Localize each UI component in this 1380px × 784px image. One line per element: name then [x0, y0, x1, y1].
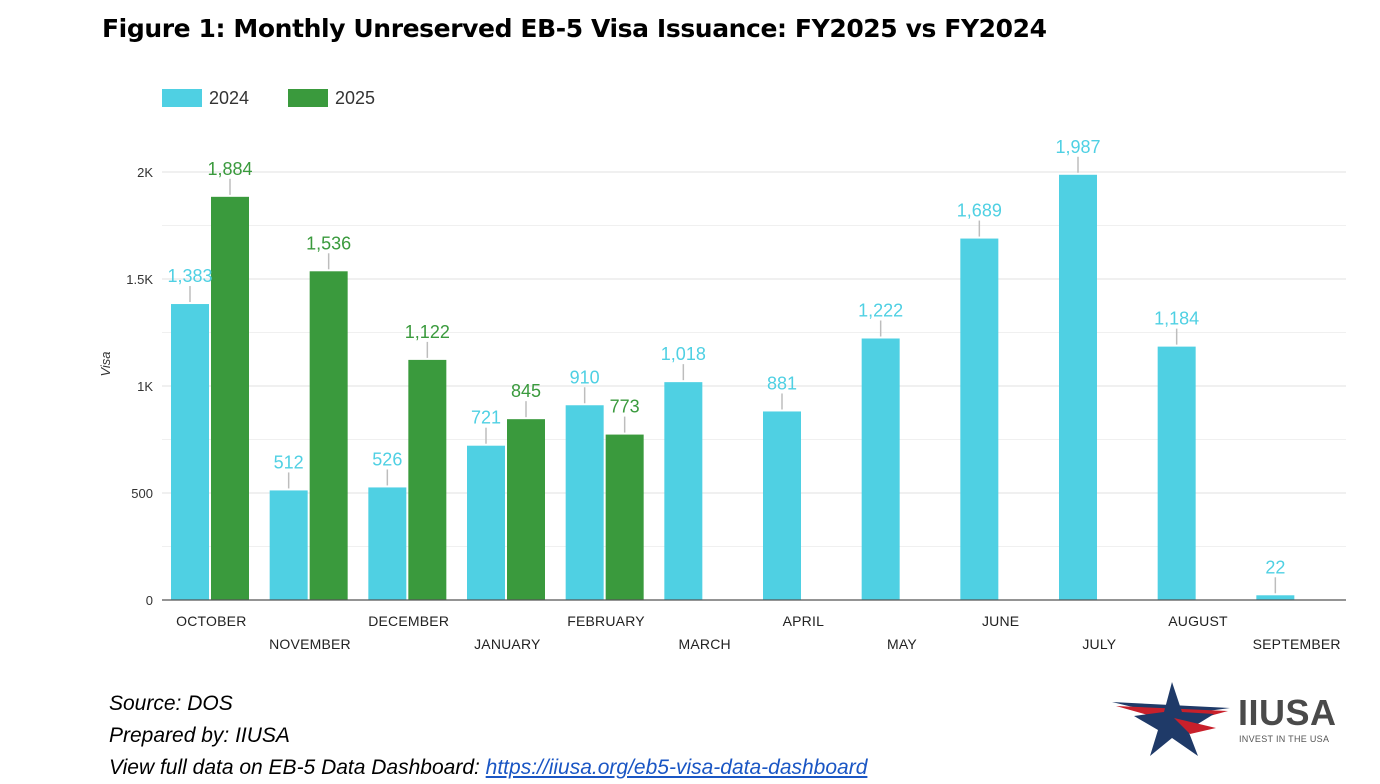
data-label-2024-january: 721: [471, 408, 501, 428]
data-label-2024-december: 526: [372, 449, 402, 469]
prepared-by-note: Prepared by: IIUSA: [109, 724, 290, 747]
bar-2024-june: [960, 238, 999, 600]
chart-legend: 2024 2025: [162, 88, 375, 108]
x-tick-december: DECEMBER: [368, 613, 449, 629]
x-tick-june: JUNE: [982, 613, 1019, 629]
data-label-2025-november: 1,536: [306, 233, 351, 253]
x-tick-april: APRIL: [783, 613, 824, 629]
y-tick-label: 2K: [137, 165, 153, 180]
bar-2024-december: [368, 487, 407, 600]
data-label-2024-march: 1,018: [661, 344, 706, 364]
data-label-2024-june: 1,689: [957, 201, 1002, 221]
data-label-2024-september: 22: [1265, 557, 1285, 577]
x-tick-september: SEPTEMBER: [1253, 636, 1341, 652]
dashboard-note: View full data on EB-5 Data Dashboard: h…: [109, 752, 867, 784]
dashboard-link[interactable]: https://iiusa.org/eb5-visa-data-dashboar…: [485, 756, 868, 779]
logo-tagline: INVEST IN THE USA: [1239, 734, 1330, 744]
x-tick-january: JANUARY: [474, 636, 541, 652]
y-axis-label: Visa: [98, 351, 113, 376]
bar-2025-december: [408, 359, 447, 600]
data-label-2025-january: 845: [511, 381, 541, 401]
data-label-2024-august: 1,184: [1154, 309, 1199, 329]
data-label-2024-february: 910: [570, 367, 600, 387]
chart-footer: Source: DOS Prepared by: IIUSA View full…: [109, 688, 867, 784]
bar-2025-january: [507, 419, 545, 600]
bar-2024-january: [467, 445, 505, 600]
bar-chart: 2024 2025 0 500 1K 1.5K 2K Visa 1,383 1,884 512…: [98, 88, 1346, 652]
bar-2024-november: [269, 490, 308, 600]
legend-label-2024: 2024: [209, 88, 249, 108]
bar-2025-november: [309, 271, 348, 600]
x-tick-march: MARCH: [678, 636, 730, 652]
chart-gridlines: [162, 171, 1346, 547]
bar-2025-february: [605, 434, 644, 600]
bar-2024-september: [1256, 595, 1295, 600]
y-tick-label: 1K: [137, 379, 153, 394]
x-tick-october: OCTOBER: [176, 613, 246, 629]
y-tick-label: 0: [146, 593, 153, 608]
chart-bars: [171, 174, 1295, 601]
x-tick-may: MAY: [887, 636, 917, 652]
data-label-2024-april: 881: [767, 373, 797, 393]
data-label-2025-february: 773: [610, 397, 640, 417]
data-label-2025-october: 1,884: [207, 159, 252, 179]
y-tick-label: 1.5K: [126, 272, 153, 287]
data-labels: 1,383 1,884 512 1,536 526 1,122 721 845 910 773 1,…: [167, 137, 1285, 594]
bar-2025-october: [211, 196, 249, 600]
x-tick-february: FEBRUARY: [567, 613, 645, 629]
bar-2024-august: [1157, 346, 1196, 600]
x-axis-labels: OCTOBER NOVEMBER DECEMBER JANUARY FEBRUARY MA…: [176, 613, 1341, 652]
data-label-2024-may: 1,222: [858, 300, 903, 320]
bar-2024-may: [861, 338, 900, 600]
bar-2024-february: [565, 405, 604, 600]
bar-2024-october: [171, 304, 209, 600]
data-label-2025-december: 1,122: [405, 322, 450, 342]
legend-swatch-2024: [162, 89, 202, 107]
y-axis-ticks: 0 500 1K 1.5K 2K: [126, 165, 153, 608]
legend-label-2025: 2025: [335, 88, 375, 108]
dashboard-prefix: View full data on EB-5 Data Dashboard:: [109, 756, 486, 779]
data-label-2024-october: 1,383: [167, 266, 212, 286]
y-tick-label: 500: [131, 486, 153, 501]
chart-title: Figure 1: Monthly Unreserved EB-5 Visa I…: [102, 14, 1047, 43]
data-label-2024-july: 1,987: [1055, 137, 1100, 157]
bar-2024-march: [664, 382, 703, 600]
x-tick-november: NOVEMBER: [269, 636, 351, 652]
star-swoosh-icon: [1112, 682, 1230, 756]
x-tick-august: AUGUST: [1168, 613, 1228, 629]
x-tick-july: JULY: [1082, 636, 1116, 652]
legend-swatch-2025: [288, 89, 328, 107]
bar-2024-july: [1059, 174, 1097, 601]
logo-brand-text: IIUSA: [1238, 692, 1337, 733]
data-label-2024-november: 512: [274, 452, 304, 472]
bar-2024-april: [763, 411, 801, 600]
source-note: Source: DOS: [109, 692, 233, 715]
iiusa-logo: IIUSA INVEST IN THE USA: [1110, 678, 1350, 758]
